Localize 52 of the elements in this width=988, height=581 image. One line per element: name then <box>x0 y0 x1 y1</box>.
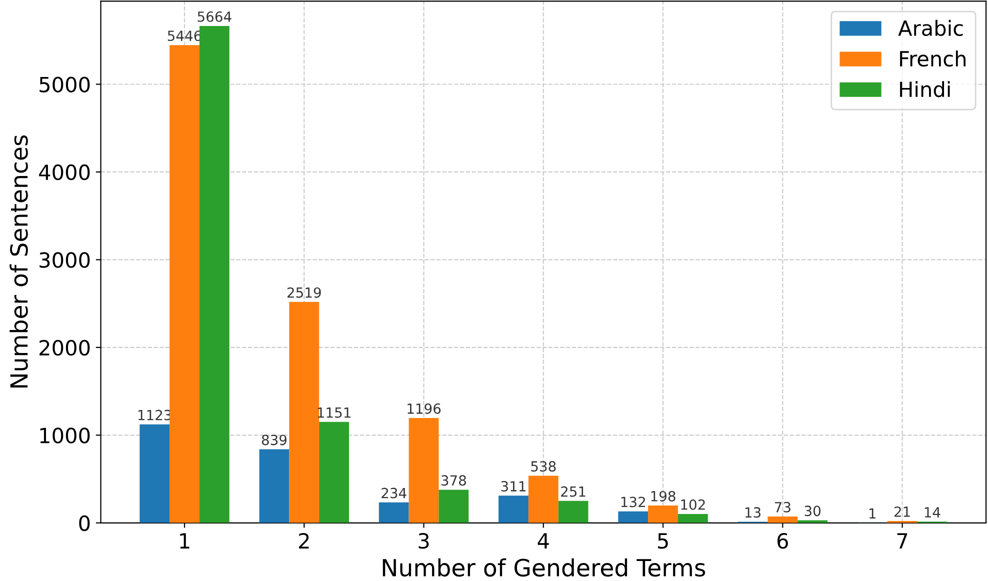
data-label: 311 <box>501 481 526 492</box>
x-tick-label: 3 <box>418 532 429 549</box>
bar <box>648 506 678 523</box>
data-label: 234 <box>382 488 406 498</box>
y-tick-label: 2000 <box>40 340 90 356</box>
data-label: 1196 <box>408 403 441 414</box>
y-tick-label: 1000 <box>40 428 90 444</box>
y-tick-label: 5000 <box>40 76 90 92</box>
data-label: 1 <box>869 508 876 519</box>
data-label: 30 <box>804 506 820 516</box>
bar <box>498 496 528 523</box>
data-label: 132 <box>621 496 645 508</box>
data-label: 2519 <box>287 287 321 298</box>
x-tick-label: 4 <box>538 533 549 548</box>
data-label: 14 <box>924 507 940 518</box>
data-label: 13 <box>745 507 760 518</box>
bar <box>618 511 648 523</box>
data-label: 378 <box>441 475 466 486</box>
bar <box>438 490 469 523</box>
bar <box>199 26 230 523</box>
bar <box>319 422 350 523</box>
bar <box>408 418 439 523</box>
data-label: 102 <box>681 499 705 510</box>
data-label: 73 <box>774 502 790 512</box>
data-label: 198 <box>651 490 676 502</box>
x-tick-label: 6 <box>777 532 788 549</box>
x-axis-title: Number of Gendered Terms <box>382 558 706 577</box>
bar <box>378 502 409 523</box>
bar <box>259 449 290 523</box>
data-label: 21 <box>894 506 910 517</box>
x-tick-label: 5 <box>658 533 668 549</box>
legend-label: French <box>900 50 966 67</box>
legend-label: Hindi <box>900 81 950 98</box>
y-tick-label: 3000 <box>40 252 90 268</box>
x-tick-label: 7 <box>897 533 908 548</box>
data-label: 251 <box>561 486 586 497</box>
bar <box>140 424 170 523</box>
x-tick-label: 1 <box>180 533 190 548</box>
x-tick-label: 2 <box>299 532 309 548</box>
bar <box>558 500 588 523</box>
data-label: 538 <box>531 461 556 472</box>
bar <box>678 514 708 523</box>
data-label: 839 <box>262 434 287 446</box>
legend-label: Arabic <box>898 20 963 36</box>
bar <box>289 302 320 523</box>
y-tick-label: 4000 <box>39 164 90 180</box>
bar <box>768 516 798 523</box>
y-tick-label: 0 <box>79 515 90 532</box>
data-label: 5664 <box>198 11 232 22</box>
bar <box>528 476 558 523</box>
y-axis-title: Number of Sentences <box>10 135 28 388</box>
bar <box>170 45 200 523</box>
